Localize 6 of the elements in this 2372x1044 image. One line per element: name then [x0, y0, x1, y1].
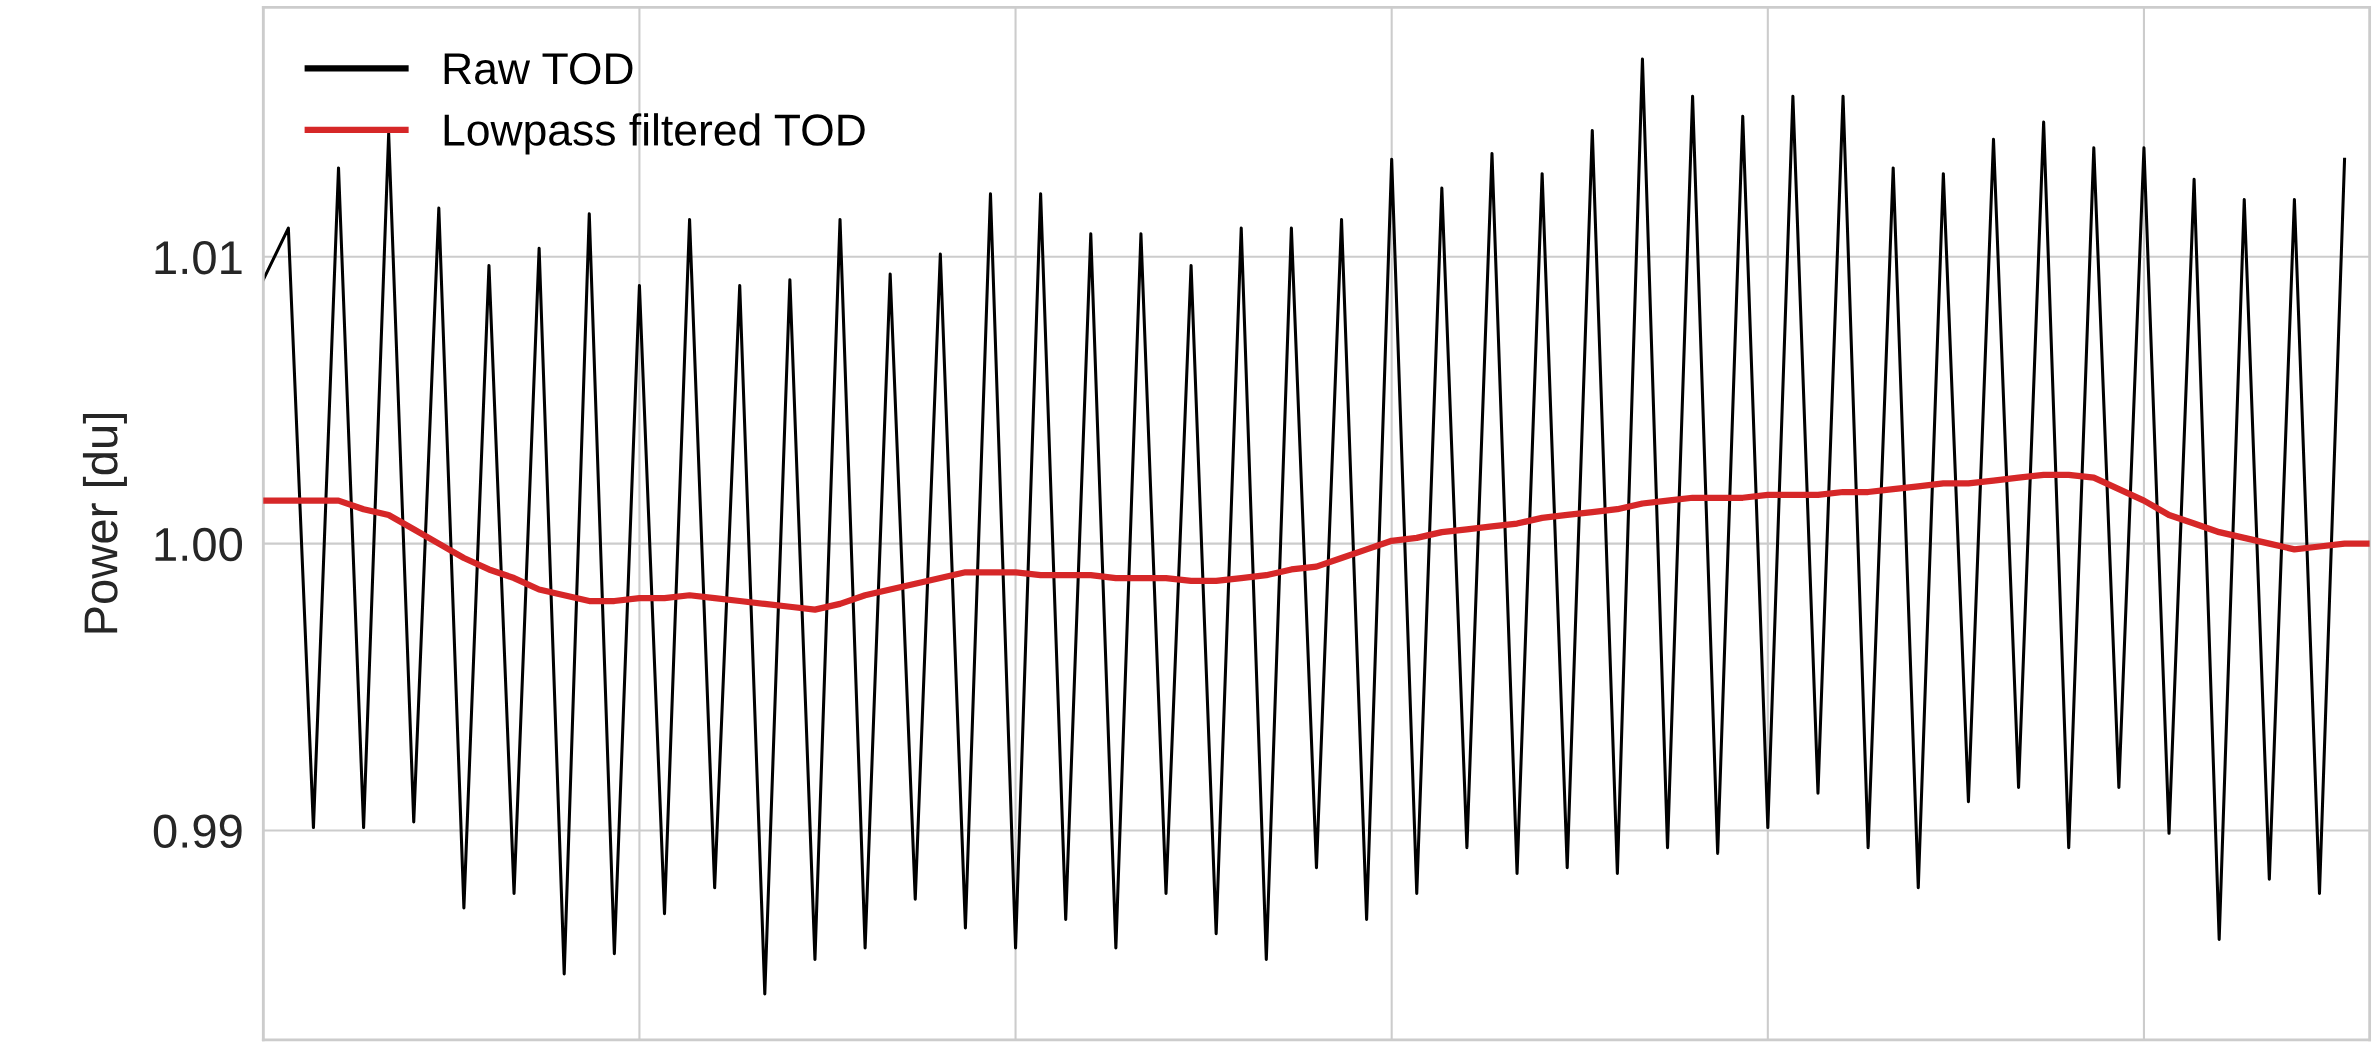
legend-label: Raw TOD	[444, 52, 633, 85]
y-tick-label: 1.01	[155, 240, 242, 275]
y-tick-label: 0.99	[153, 814, 242, 849]
legend-label: Lowpass filtered TOD	[444, 113, 865, 155]
y-axis-title: Power [du]	[82, 414, 127, 633]
y-tick-label: 1.00	[155, 527, 243, 562]
